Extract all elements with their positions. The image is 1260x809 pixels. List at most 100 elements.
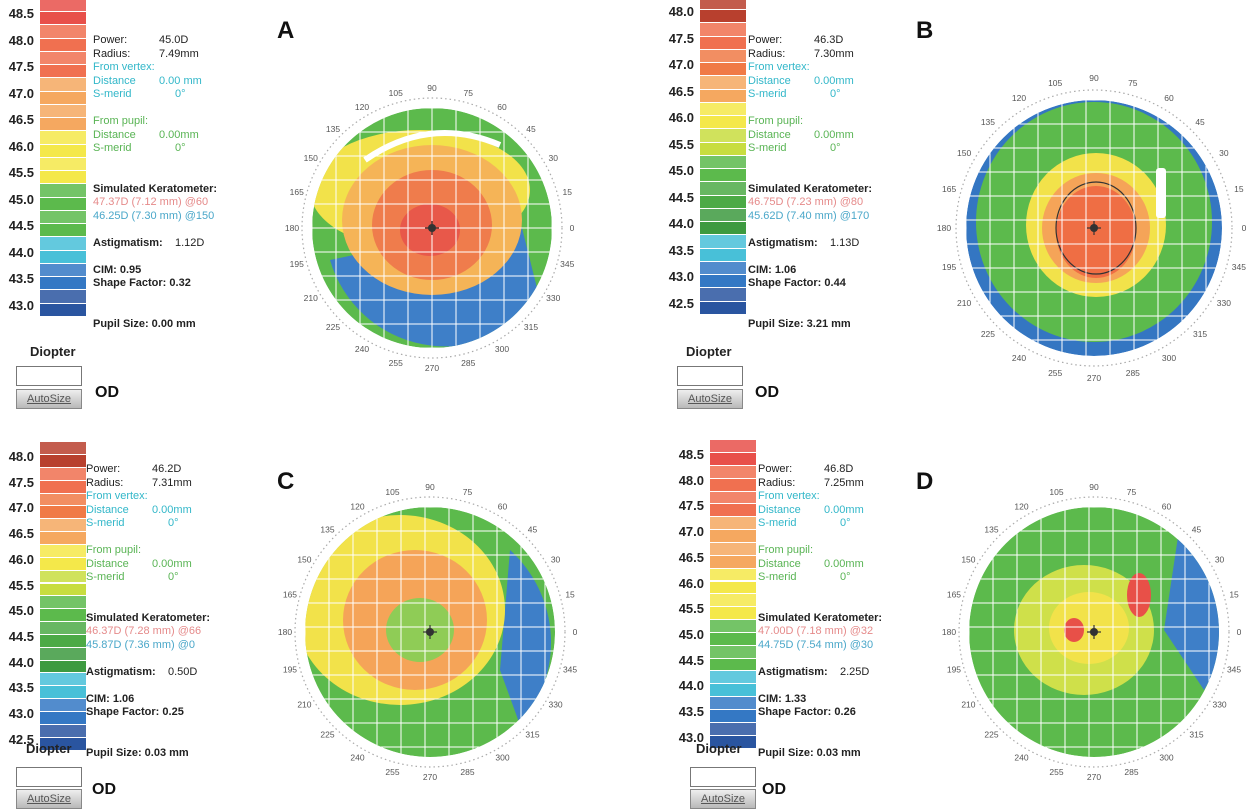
shape-factor: Shape Factor: 0.44 <box>748 277 846 289</box>
info-row: From vertex: <box>93 61 263 75</box>
pupil-size: Pupil Size: 3.21 mm <box>748 317 851 330</box>
scale-tick: 48.0 <box>678 472 704 488</box>
info-row <box>93 223 263 237</box>
scale-swatch <box>710 697 756 709</box>
astig-label: Astigmatism: <box>748 236 818 249</box>
simk-steep: 47.37D (7.12 mm) @60 <box>93 196 209 208</box>
scale-swatch <box>700 116 746 129</box>
scale-tick: 45.5 <box>668 136 694 152</box>
scale-swatch <box>700 142 746 155</box>
radius-label: Radius: <box>758 476 796 489</box>
info-row: Astigmatism: 2.25D <box>758 666 928 680</box>
meridian-label: 165 <box>290 187 304 197</box>
info-row: Distance 0.00mm <box>93 129 263 143</box>
meridian-label: 300 <box>1162 353 1176 363</box>
radius-value: 7.49mm <box>159 47 199 60</box>
meridian-label: 120 <box>1012 93 1026 103</box>
simk-title: Simulated Keratometer: <box>748 182 873 195</box>
scale-swatch <box>40 263 86 276</box>
info-row: CIM: 1.33 <box>758 693 928 707</box>
info-block: Power: 46.8D Radius: 7.25mm From vertex: Dist… <box>758 463 928 760</box>
cim: CIM: 1.06 <box>748 263 797 276</box>
meridian-label: 45 <box>526 124 536 134</box>
vertex-smerid-value: 0° <box>168 517 179 529</box>
autosize-button[interactable]: AutoSize <box>690 789 756 809</box>
autosize-field[interactable] <box>16 366 82 386</box>
outer-ring <box>301 97 563 359</box>
info-row <box>758 598 928 612</box>
diopter-label: Diopter <box>696 741 742 756</box>
autosize-field[interactable] <box>16 767 82 787</box>
meridian-label: 15 <box>562 187 572 197</box>
scale-tick: 45.0 <box>668 163 694 178</box>
info-row: Power: 45.0D <box>93 34 263 48</box>
simk-flat: 46.25D (7.30 mm) @150 <box>93 209 215 222</box>
scale-tick: 45.5 <box>8 165 34 180</box>
shape-factor: Shape Factor: 0.25 <box>86 706 184 718</box>
meridian-label: 150 <box>304 153 318 163</box>
autosize-button[interactable]: AutoSize <box>16 389 82 409</box>
scale-swatch <box>700 182 746 195</box>
meridian-label: 210 <box>304 293 318 303</box>
scale-tick: 44.0 <box>668 216 694 231</box>
info-row <box>86 531 256 545</box>
meridian-label: 120 <box>350 501 364 511</box>
meridian-label: 45 <box>1192 524 1202 534</box>
scale-tick: 47.0 <box>668 57 694 72</box>
meridian-label: 165 <box>942 184 956 194</box>
meridian-label: 15 <box>1229 589 1239 599</box>
scale-swatch <box>40 609 86 622</box>
scale-swatch <box>710 440 756 452</box>
scale-tick: 46.0 <box>8 138 34 154</box>
autosize-button[interactable]: AutoSize <box>16 789 82 809</box>
meridian-label: 285 <box>460 767 474 777</box>
info-row: Radius: 7.31mm <box>86 477 256 491</box>
scale-tick: 43.5 <box>8 680 34 696</box>
info-row: Shape Factor: 0.25 <box>86 706 256 720</box>
scale-tick: 46.5 <box>8 112 34 127</box>
simk-flat: 45.62D (7.40 mm) @170 <box>748 209 870 222</box>
info-row: Power: 46.3D <box>748 34 918 48</box>
scale-tick: 44.0 <box>8 654 34 670</box>
astig-value: 0.50D <box>168 665 198 678</box>
simk-steep: 46.75D (7.23 mm) @80 <box>748 196 864 208</box>
info-row <box>86 679 256 693</box>
scale-tick: 45.0 <box>8 603 34 619</box>
meridian-label: 345 <box>560 259 574 269</box>
info-row: Shape Factor: 0.44 <box>748 277 918 291</box>
radius-value: 7.30mm <box>814 47 854 60</box>
scale-swatch <box>40 224 86 237</box>
info-row <box>758 531 928 545</box>
info-row <box>93 250 263 264</box>
info-row <box>758 585 928 599</box>
meridian-label: 240 <box>1014 753 1028 763</box>
info-row: S-merid 0° <box>93 142 263 156</box>
scale-swatch <box>700 155 746 168</box>
meridian-label: 135 <box>326 124 340 134</box>
autosize-button[interactable]: AutoSize <box>677 389 743 409</box>
scale-swatch <box>40 724 86 737</box>
astig-value: 1.12D <box>175 236 205 249</box>
meridian-label: 285 <box>1124 767 1138 777</box>
eye-label: OD <box>92 781 116 798</box>
meridian-label: 285 <box>461 358 475 368</box>
meridian-label: 75 <box>463 487 473 497</box>
shape-factor: Shape Factor: 0.26 <box>758 706 856 718</box>
scale-swatch <box>40 660 86 673</box>
panel-letter: A <box>277 17 295 44</box>
panel-letter: D <box>916 468 934 495</box>
autosize-field[interactable] <box>677 366 743 386</box>
astig-value: 2.25D <box>840 665 870 678</box>
scale-swatch <box>710 555 756 568</box>
pupil-distance-value: 0.00mm <box>814 128 854 141</box>
info-row: Astigmatism: 1.13D <box>748 237 918 251</box>
vertex-smerid-label: S-merid <box>86 517 125 529</box>
scale-swatch <box>40 157 86 170</box>
meridian-label: 270 <box>1087 373 1101 383</box>
meridian-label: 15 <box>1234 184 1244 194</box>
scale-tick: 42.5 <box>8 731 34 747</box>
autosize-field[interactable] <box>690 767 756 787</box>
scale-swatch <box>700 208 746 221</box>
from-pupil: From pupil: <box>93 115 149 127</box>
vertex-distance-label: Distance <box>748 74 791 87</box>
